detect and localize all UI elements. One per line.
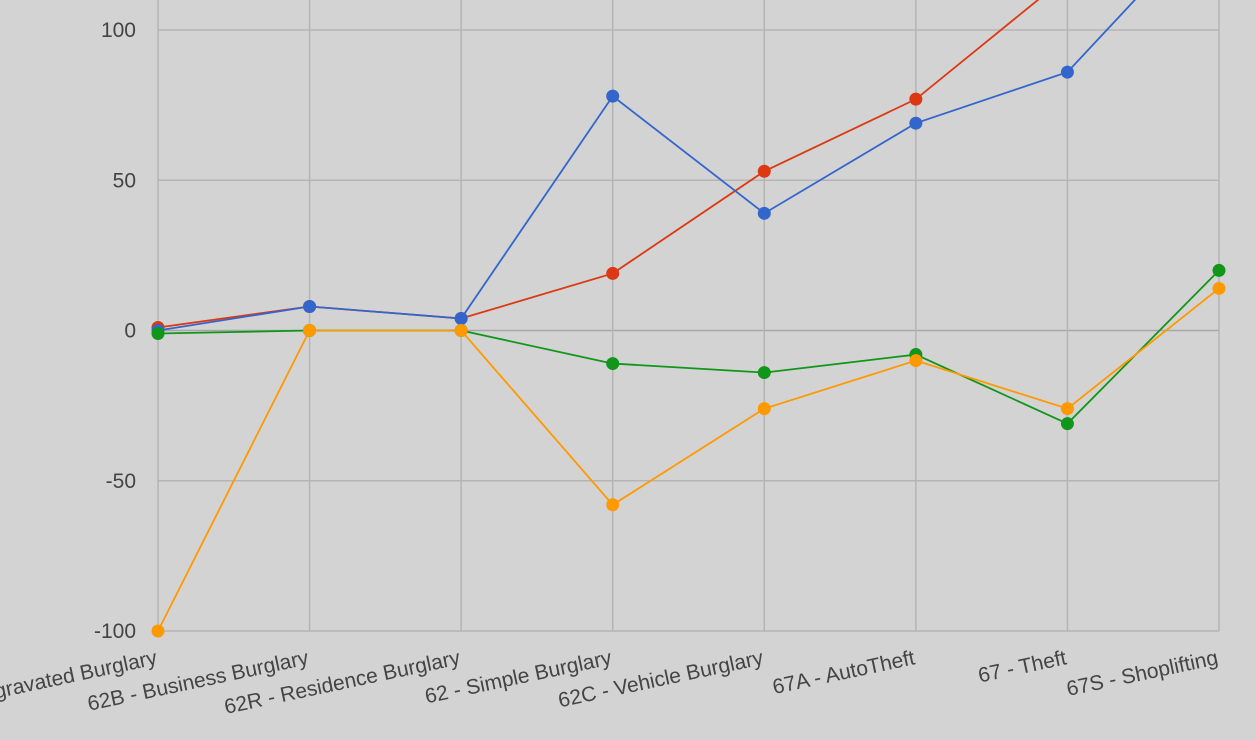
series-lines: [151, 0, 1226, 638]
data-point[interactable]: [1212, 263, 1226, 277]
data-point[interactable]: [606, 357, 620, 371]
series-line: [157, 0, 1040, 329]
data-point[interactable]: [454, 312, 468, 326]
data-point[interactable]: [606, 89, 620, 103]
data-point[interactable]: [757, 366, 771, 380]
data-point[interactable]: [1060, 65, 1074, 79]
series-line: [157, 287, 1220, 632]
data-point[interactable]: [606, 498, 620, 512]
data-point[interactable]: [151, 327, 165, 341]
y-axis-ticks: -100 -50 0 50 100: [94, 19, 136, 643]
data-point[interactable]: [757, 206, 771, 220]
series-line: [157, 0, 1137, 332]
series-line: [157, 269, 1220, 425]
series-1: [151, 0, 1137, 338]
x-tick-label: 67S - Shoplifting: [1065, 646, 1221, 701]
data-point[interactable]: [1060, 417, 1074, 431]
data-point[interactable]: [909, 354, 923, 368]
data-point[interactable]: [151, 624, 165, 638]
x-tick-label: 67A - AutoTheft: [771, 646, 918, 699]
data-point[interactable]: [909, 92, 923, 106]
series-3: [151, 281, 1226, 638]
data-point[interactable]: [454, 324, 468, 338]
data-point[interactable]: [606, 266, 620, 280]
data-point[interactable]: [757, 402, 771, 416]
y-tick-label: -100: [94, 620, 136, 643]
data-point[interactable]: [303, 299, 317, 313]
x-tick-label: 67 - Theft: [976, 646, 1068, 687]
y-tick-label: -50: [106, 470, 136, 493]
y-tick-label: 50: [113, 169, 136, 192]
y-tick-label: 0: [124, 320, 136, 343]
data-point[interactable]: [1212, 281, 1226, 295]
y-tick-label: 100: [101, 19, 136, 42]
data-point[interactable]: [757, 164, 771, 178]
data-point[interactable]: [909, 116, 923, 130]
grid: [157, 0, 1220, 632]
data-point[interactable]: [303, 324, 317, 338]
series-0: [151, 0, 1040, 335]
data-point[interactable]: [1060, 402, 1074, 416]
